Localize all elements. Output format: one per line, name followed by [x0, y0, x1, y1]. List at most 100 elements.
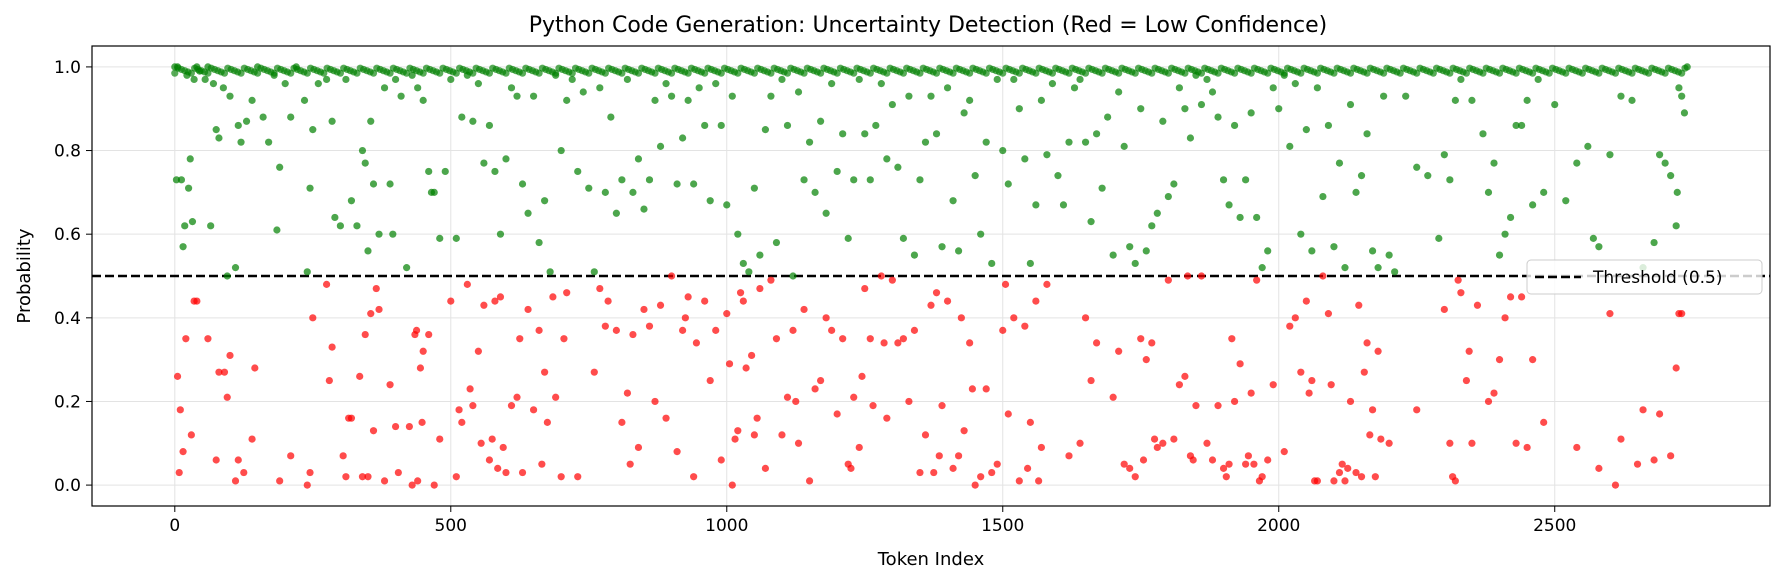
data-point-high-confidence — [201, 75, 209, 84]
data-point-low-confidence — [1291, 314, 1299, 322]
data-point-high-confidence — [1142, 247, 1150, 255]
data-point-low-confidence — [645, 322, 654, 330]
data-point-low-confidence — [1319, 272, 1327, 280]
data-point-high-confidence — [181, 222, 189, 230]
data-point-low-confidence — [690, 473, 698, 481]
data-point-low-confidence — [1015, 477, 1023, 485]
data-point-high-confidence — [1065, 138, 1073, 146]
data-point-high-confidence — [855, 75, 863, 84]
data-point-low-confidence — [828, 326, 836, 334]
data-point-low-confidence — [416, 364, 425, 372]
data-point-low-confidence — [1573, 443, 1581, 452]
data-point-high-confidence — [375, 230, 383, 238]
data-point-high-confidence — [1098, 184, 1106, 192]
data-point-low-confidence — [761, 464, 770, 472]
data-point-high-confidence — [1479, 130, 1487, 138]
data-point-low-confidence — [251, 364, 259, 372]
data-point-high-confidence — [1523, 96, 1531, 104]
x-tick-label: 2500 — [1533, 516, 1576, 536]
data-point-high-confidence — [828, 80, 836, 88]
data-point-low-confidence — [861, 284, 869, 293]
data-point-high-confidence — [1032, 201, 1040, 209]
data-point-low-confidence — [866, 335, 874, 343]
data-point-high-confidence — [179, 243, 187, 251]
data-point-low-confidence — [1037, 443, 1045, 452]
data-point-low-confidence — [877, 272, 885, 280]
data-point-low-confidence — [1462, 376, 1471, 385]
data-point-low-confidence — [679, 326, 687, 334]
data-point-low-confidence — [1465, 347, 1473, 355]
data-point-low-confidence — [1302, 297, 1310, 305]
data-point-low-confidence — [1633, 460, 1642, 468]
data-point-low-confidence — [240, 468, 248, 477]
data-point-high-confidence — [347, 197, 356, 205]
data-point-low-confidence — [182, 335, 190, 343]
data-point-high-confidence — [1104, 113, 1112, 121]
data-point-high-confidence — [1512, 121, 1520, 130]
data-point-high-confidence — [1402, 92, 1410, 100]
data-point-low-confidence — [342, 473, 350, 481]
data-point-high-confidence — [226, 92, 234, 100]
data-point-high-confidence — [1385, 251, 1393, 259]
data-point-high-confidence — [701, 121, 709, 130]
data-point-high-confidence — [772, 238, 781, 247]
data-point-low-confidence — [1327, 381, 1335, 389]
data-point-high-confidence — [212, 126, 220, 134]
data-point-low-confidence — [1035, 477, 1043, 485]
data-point-low-confidence — [938, 402, 946, 410]
data-point-high-confidence — [303, 268, 311, 276]
data-point-low-confidence — [1081, 314, 1090, 322]
data-point-high-confidence — [502, 155, 510, 163]
data-point-high-confidence — [391, 75, 400, 84]
data-point-low-confidence — [850, 393, 858, 401]
data-point-high-confidence — [518, 180, 527, 188]
data-point-high-confidence — [557, 146, 565, 155]
legend-box — [1526, 259, 1763, 295]
data-point-low-confidence — [1639, 406, 1647, 414]
data-point-low-confidence — [361, 330, 369, 339]
data-point-low-confidence — [220, 368, 229, 376]
data-point-high-confidence — [1680, 109, 1689, 117]
data-point-low-confidence — [805, 477, 814, 485]
data-point-high-confidence — [684, 96, 692, 104]
data-point-low-confidence — [957, 314, 965, 322]
data-point-high-confidence — [474, 80, 482, 88]
data-point-low-confidence — [549, 293, 557, 301]
data-point-high-confidence — [1004, 180, 1012, 188]
data-point-low-confidence — [436, 435, 444, 443]
data-point-low-confidence — [1374, 347, 1382, 355]
data-point-high-confidence — [322, 75, 331, 84]
data-point-low-confidence — [480, 301, 488, 309]
data-point-high-confidence — [673, 180, 681, 188]
data-point-high-confidence — [253, 63, 262, 71]
data-point-low-confidence — [673, 448, 681, 456]
data-point-low-confidence — [1368, 406, 1377, 414]
data-point-low-confidence — [706, 376, 714, 385]
data-point-low-confidence — [458, 418, 466, 426]
data-point-low-confidence — [1264, 456, 1272, 464]
data-point-low-confidence — [1228, 335, 1236, 343]
data-point-high-confidence — [761, 126, 770, 134]
data-point-high-confidence — [331, 213, 339, 222]
data-point-high-confidence — [623, 75, 632, 84]
data-point-low-confidence — [1440, 305, 1448, 314]
data-point-high-confidence — [932, 130, 941, 138]
data-point-low-confidence — [1335, 468, 1344, 477]
data-point-high-confidence — [1529, 201, 1537, 209]
data-point-low-confidence — [1308, 376, 1316, 385]
data-point-low-confidence — [794, 439, 803, 447]
data-point-high-confidence — [1363, 130, 1371, 138]
data-point-low-confidence — [1366, 431, 1374, 439]
data-point-low-confidence — [1269, 381, 1277, 389]
data-point-low-confidence — [358, 473, 367, 481]
data-point-low-confidence — [1484, 397, 1493, 406]
data-point-high-confidence — [1203, 75, 1211, 84]
data-point-low-confidence — [1595, 464, 1603, 472]
data-point-low-confidence — [1297, 368, 1305, 376]
data-point-low-confidence — [932, 289, 941, 297]
data-point-high-confidence — [1346, 100, 1355, 109]
data-point-low-confidence — [1490, 389, 1498, 397]
y-tick-label: 0.0 — [54, 476, 81, 496]
data-point-low-confidence — [1377, 435, 1385, 443]
data-point-high-confidence — [463, 71, 471, 79]
